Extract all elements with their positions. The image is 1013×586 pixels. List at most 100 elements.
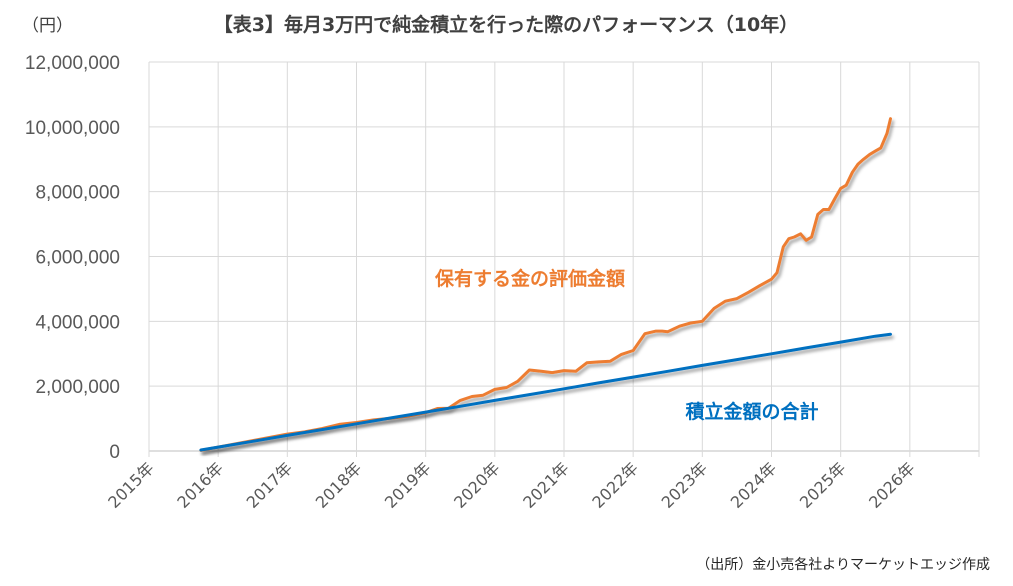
y-axis: 0 2,000,000 4,000,000 6,000,000 8,000,000 10,… [25, 53, 120, 463]
x-tick-label: 2021年 [519, 458, 573, 512]
x-tick-label: 2026年 [865, 458, 919, 512]
gold-value-point [610, 361, 611, 362]
gold-value-point [621, 354, 622, 355]
gold-value-point [662, 331, 663, 332]
gold-value-point [736, 298, 737, 299]
gold-value-point [656, 331, 657, 332]
contribution-point [806, 347, 807, 348]
contribution-point [425, 412, 426, 413]
series-lines [199, 117, 892, 452]
contribution-point [702, 365, 703, 366]
contribution-point [875, 336, 876, 337]
x-tick-label: 2024年 [727, 458, 781, 512]
gold-value-point [794, 237, 795, 238]
contribution-point [218, 447, 219, 448]
contribution-point [460, 406, 461, 407]
contribution-point [598, 382, 599, 383]
y-tick-label: 12,000,000 [25, 53, 120, 74]
y-tick-label: 4,000,000 [35, 312, 120, 333]
contribution-point [633, 377, 634, 378]
x-tick-label: 2025年 [796, 458, 850, 512]
gold-value-point [887, 133, 888, 134]
gold-value-point [644, 333, 645, 334]
gold-value-point [840, 188, 841, 189]
contribution-point [771, 353, 772, 354]
gold-value-point [806, 240, 807, 241]
gold-value-point [494, 389, 495, 390]
gold-value-point [541, 371, 542, 372]
gold-value-point [783, 246, 784, 247]
contribution-point [736, 359, 737, 360]
contribution-point [890, 334, 891, 335]
x-tick-label: 2018年 [312, 458, 366, 512]
contribution-point [287, 435, 288, 436]
gold-value-point [800, 233, 801, 234]
gold-value-point [529, 370, 530, 371]
gold-value-point [748, 292, 749, 293]
series-label-gold-value: 保有する金の評価金額 [434, 267, 625, 290]
contribution-point [529, 394, 530, 395]
gold-value-point [890, 118, 891, 119]
contribution-point [321, 429, 322, 430]
gold-value-point [552, 372, 553, 373]
gold-value-point [483, 395, 484, 396]
gold-value-point [846, 185, 847, 186]
contribution-point [840, 342, 841, 343]
gold-value-point [679, 326, 680, 327]
contribution-point [252, 441, 253, 442]
chart-title: 【表3】毎月3万円で純金積立を行った際のパフォーマンス（10年） [214, 13, 799, 36]
gold-value-point [817, 214, 818, 215]
contribution-point [200, 450, 201, 451]
gold-value-point [575, 371, 576, 372]
series-line-total-contribution [199, 332, 892, 452]
x-tick-label: 2023年 [658, 458, 712, 512]
gold-value-point [506, 387, 507, 388]
gold-value-point [702, 321, 703, 322]
gold-value-point [472, 396, 473, 397]
gold-value-point [858, 164, 859, 165]
gold-value-point [517, 381, 518, 382]
contribution-point [494, 400, 495, 401]
gold-value-point [673, 329, 674, 330]
gold-value-point [811, 237, 812, 238]
gold-value-point [586, 362, 587, 363]
gold-value-point [339, 424, 340, 425]
y-tick-label: 8,000,000 [35, 183, 120, 204]
source-note: （出所）金小売各社よりマーケットエッジ作成 [696, 557, 990, 573]
x-axis: 2015年 2016年 2017年 2018年 2019年 2020年 2021年 2022年… [104, 458, 918, 512]
gridlines [148, 61, 980, 457]
x-tick-label: 2022年 [588, 458, 642, 512]
gold-value-point [564, 370, 565, 371]
gold-value-point [725, 301, 726, 302]
gold-value-point [823, 209, 824, 210]
contribution-point [391, 417, 392, 418]
gold-value-point [714, 308, 715, 309]
y-tick-label: 2,000,000 [35, 377, 120, 398]
x-tick-label: 2015年 [104, 458, 158, 512]
x-tick-label: 2017年 [243, 458, 297, 512]
gold-value-point [598, 361, 599, 362]
gold-value-point [667, 331, 668, 332]
contribution-point [356, 423, 357, 424]
gold-value-point [759, 285, 760, 286]
x-tick-label: 2016年 [173, 458, 227, 512]
gold-value-point [771, 279, 772, 280]
gold-value-point [460, 400, 461, 401]
series-label-total-contribution: 積立金額の合計 [685, 400, 818, 423]
gold-value-point [875, 151, 876, 152]
gold-value-point [690, 323, 691, 324]
gold-value-point [633, 350, 634, 351]
y-tick-label: 6,000,000 [35, 248, 120, 269]
y-axis-unit-label: （円） [22, 16, 73, 36]
gold-value-point [869, 154, 870, 155]
gold-value-point [852, 172, 853, 173]
contribution-point [667, 371, 668, 372]
y-tick-label: 0 [109, 442, 120, 463]
gold-value-point [777, 272, 778, 273]
contribution-point [564, 388, 565, 389]
gold-value-point [835, 198, 836, 199]
gold-value-point [880, 147, 881, 148]
x-tick-label: 2019年 [381, 458, 435, 512]
gold-value-point [828, 209, 829, 210]
gold-value-point [863, 159, 864, 160]
